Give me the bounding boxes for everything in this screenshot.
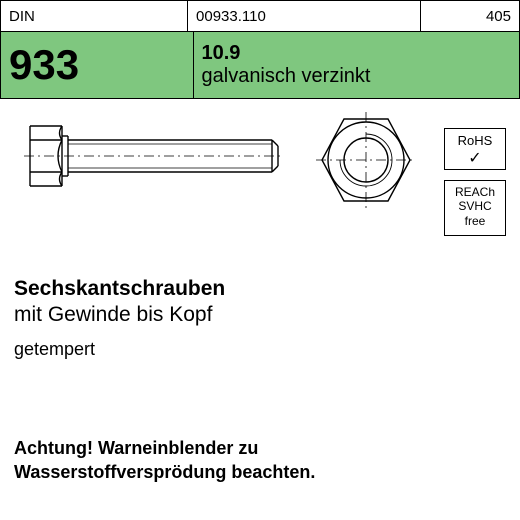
title-line2: mit Gewinde bis Kopf — [14, 302, 225, 328]
strength-class: 10.9 — [202, 42, 512, 65]
rohs-badge: RoHS ✓ — [444, 128, 506, 170]
green-row: 933 10.9 galvanisch verzinkt — [0, 32, 520, 99]
header-middle: 00933.110 — [188, 1, 421, 31]
warning-line2: Wasserstoffversprödung beachten. — [14, 461, 315, 484]
reach-line1: REACh — [447, 185, 503, 199]
title-line1: Sechskantschrauben — [14, 276, 225, 302]
finish-text: galvanisch verzinkt — [202, 65, 512, 88]
reach-line2: SVHC — [447, 199, 503, 213]
rohs-label: RoHS — [447, 133, 503, 149]
warning-text: Achtung! Warneinblender zu Wasserstoffve… — [14, 437, 315, 484]
title-block: Sechskantschrauben mit Gewinde bis Kopf … — [14, 276, 225, 360]
warning-line1: Achtung! Warneinblender zu — [14, 437, 315, 460]
standard-number: 933 — [9, 44, 185, 86]
reach-line3: free — [447, 214, 503, 228]
header-row: DIN 00933.110 405 — [0, 0, 520, 32]
header-left: DIN — [0, 1, 188, 31]
check-icon: ✓ — [447, 149, 503, 168]
reach-badge: REACh SVHC free — [444, 180, 506, 236]
spec-cell: 10.9 galvanisch verzinkt — [194, 32, 520, 98]
hex-front-view-icon — [316, 112, 416, 208]
standard-number-cell: 933 — [0, 32, 194, 98]
subtitle: getempert — [14, 339, 225, 360]
bolt-side-view-icon — [24, 116, 284, 196]
spec-sheet: DIN 00933.110 405 933 10.9 galvanisch ve… — [0, 0, 520, 520]
header-right: 405 — [421, 1, 520, 31]
